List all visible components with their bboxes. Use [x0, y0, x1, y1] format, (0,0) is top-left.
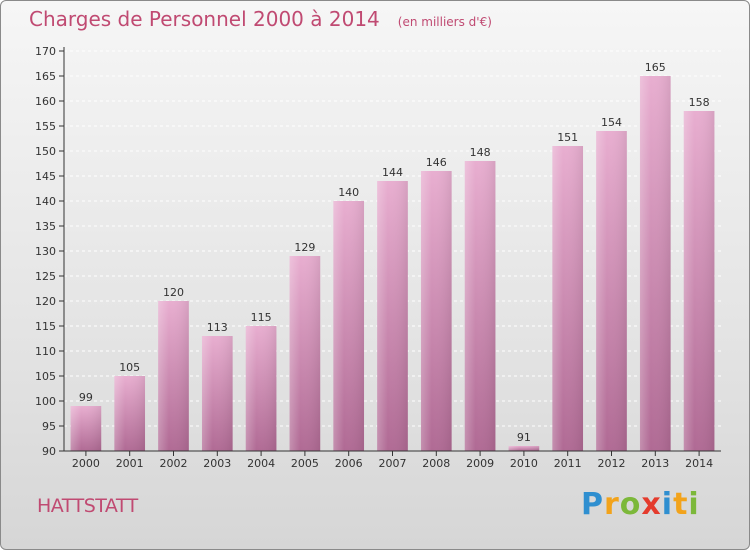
bar-sheen	[333, 201, 365, 451]
bar-sheen	[158, 301, 189, 451]
x-tick-label: 2009	[466, 457, 494, 470]
y-tick-label: 100	[35, 395, 56, 408]
data-label: 144	[382, 166, 403, 179]
y-tick-label: 160	[35, 95, 56, 108]
x-tick-label: 2012	[598, 457, 626, 470]
bar-sheen	[289, 256, 321, 451]
data-label: 120	[163, 286, 184, 299]
data-label: 148	[470, 146, 491, 159]
logo-letter: r	[604, 487, 620, 522]
data-label: 140	[338, 186, 359, 199]
axes: 90 95 100 105 110 115 120 125 130 135 140 145 150 155…	[35, 45, 721, 470]
chart-subtitle: (en milliers d'€)	[397, 15, 492, 29]
place-name: HATTSTATT	[37, 495, 138, 517]
x-tick-label: 2003	[203, 457, 231, 470]
bar-sheen	[639, 76, 671, 451]
data-label: 165	[645, 61, 666, 74]
y-tick-label: 115	[35, 320, 56, 333]
x-tick-label: 2004	[247, 457, 275, 470]
proxiti-logo: Proxiti	[581, 487, 700, 522]
x-tick-label: 2001	[116, 457, 144, 470]
logo-letter: x	[641, 487, 662, 522]
data-label: 99	[79, 391, 93, 404]
y-tick-label: 110	[35, 345, 56, 358]
data-label: 115	[251, 311, 272, 324]
y-tick-label: 170	[35, 45, 56, 58]
data-label: 158	[689, 96, 710, 109]
x-tick-label: 2011	[554, 457, 582, 470]
data-label: 105	[119, 361, 140, 374]
logo-letter: o	[619, 487, 642, 522]
x-tick-label: 2008	[422, 457, 450, 470]
y-tick-label: 130	[35, 245, 56, 258]
y-tick-label: 140	[35, 195, 56, 208]
x-tick-label: 2002	[160, 457, 188, 470]
y-tick-label: 145	[35, 170, 56, 183]
y-tick-label: 135	[35, 220, 56, 233]
y-tick-label: 155	[35, 120, 56, 133]
bar-sheen	[420, 171, 452, 451]
bar-sheen	[377, 181, 408, 451]
y-tick-label: 120	[35, 295, 56, 308]
logo-letter: P	[581, 487, 604, 522]
data-label: 113	[207, 321, 228, 334]
data-label: 151	[557, 131, 578, 144]
chart-title: Charges de Personnel 2000 à 2014 (en mill…	[29, 7, 492, 31]
data-label: 129	[294, 241, 315, 254]
data-label: 154	[601, 116, 622, 129]
logo-letter: i	[688, 487, 700, 522]
data-label: 146	[426, 156, 447, 169]
y-tick-label: 90	[42, 445, 56, 458]
y-tick-label: 125	[35, 270, 56, 283]
x-tick-label: 2005	[291, 457, 319, 470]
y-tick-label: 150	[35, 145, 56, 158]
bar-sheen	[464, 161, 496, 451]
x-tick-label: 2014	[685, 457, 713, 470]
data-label: 91	[517, 431, 531, 444]
x-tick-label: 2000	[72, 457, 100, 470]
x-tick-label: 2013	[641, 457, 669, 470]
x-tick-label: 2010	[510, 457, 538, 470]
bar-sheen	[70, 406, 102, 451]
bar-sheen	[201, 336, 233, 451]
y-tick-label: 95	[42, 420, 56, 433]
bar-sheen	[114, 376, 146, 451]
bar-sheen	[596, 131, 627, 451]
bar-sheen	[683, 111, 715, 451]
value-labels: 99 105 120 113 115 129 140 144 146 148 91 151 154 165…	[79, 61, 710, 444]
logo-letter: i	[661, 487, 674, 522]
x-tick-label: 2006	[335, 457, 363, 470]
bar-sheen	[552, 146, 584, 451]
bar-sheen	[245, 326, 277, 451]
logo-letter: t	[673, 487, 689, 522]
y-tick-label: 165	[35, 70, 56, 83]
chart-title-text: Charges de Personnel 2000 à 2014	[29, 7, 380, 31]
y-tick-label: 105	[35, 370, 56, 383]
bar-sheen	[508, 446, 540, 451]
x-tick-label: 2007	[379, 457, 407, 470]
bars	[70, 76, 715, 451]
